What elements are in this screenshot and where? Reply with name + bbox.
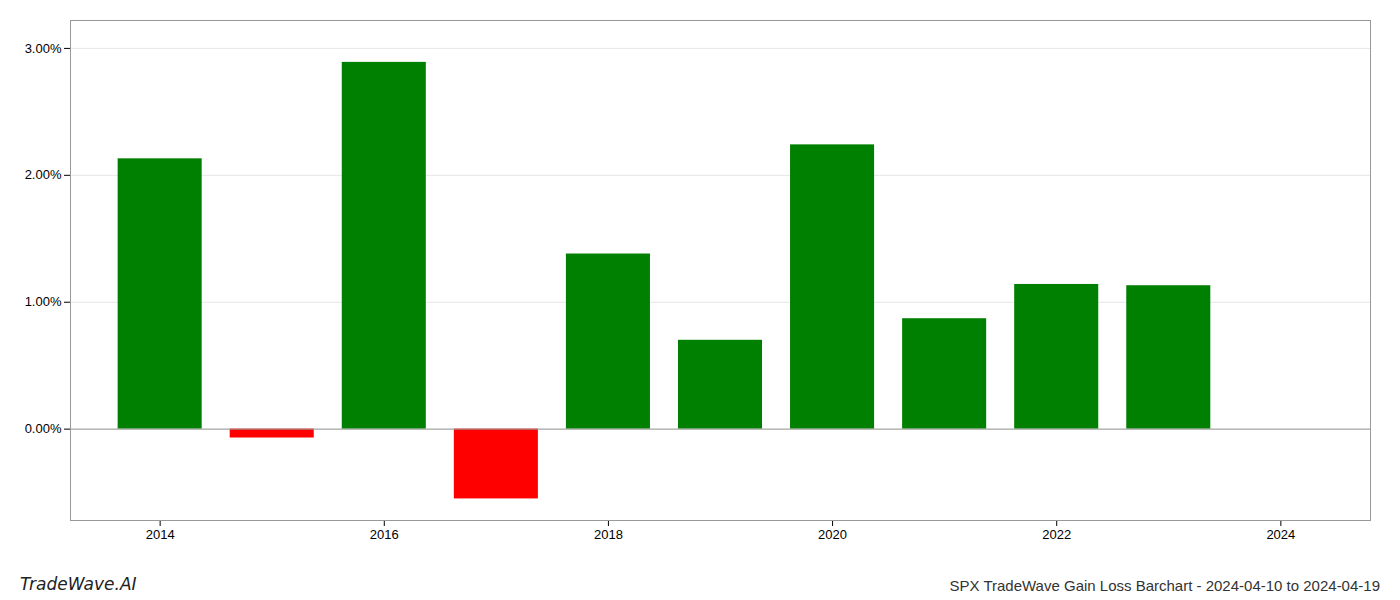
svg-text:2016: 2016 (370, 527, 399, 542)
svg-text:0.00%: 0.00% (25, 421, 62, 436)
html-text:TradeWave.AI: TradeWave.AI (20, 574, 137, 594)
svg-text:3.00%: 3.00% (25, 41, 62, 56)
svg-text:2024: 2024 (1266, 527, 1295, 542)
svg-text:2018: 2018 (594, 527, 623, 542)
svg-text:2022: 2022 (1042, 527, 1071, 542)
html-text:SPX TradeWave Gain Loss Barcha: SPX TradeWave Gain Loss Barchart - 2024-… (949, 577, 1380, 594)
svg-text:1.00%: 1.00% (25, 294, 62, 309)
svg-text:2.00%: 2.00% (25, 167, 62, 182)
svg-text:2020: 2020 (818, 527, 847, 542)
svg-text:2014: 2014 (146, 527, 175, 542)
